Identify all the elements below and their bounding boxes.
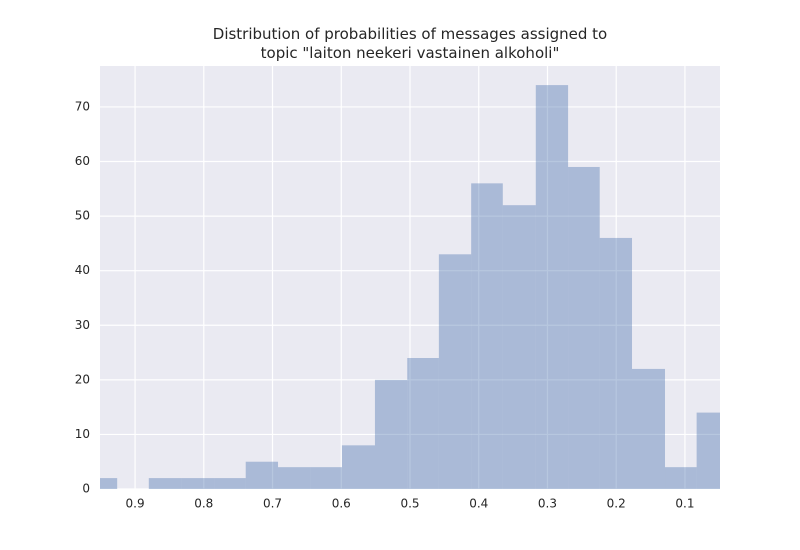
bars	[100, 85, 720, 489]
labels: Distribution of probabilities of message…	[75, 25, 695, 511]
bar	[696, 412, 720, 489]
bar	[310, 467, 342, 489]
bar	[568, 166, 600, 489]
bar	[278, 467, 311, 489]
bar	[665, 467, 697, 489]
x-tick-label: 0.7	[263, 497, 282, 511]
bar	[502, 205, 536, 489]
bar	[341, 445, 375, 489]
y-tick-label: 30	[75, 318, 90, 332]
bar	[245, 461, 279, 489]
bar	[100, 478, 118, 489]
x-tick-label: 0.8	[194, 497, 213, 511]
y-tick-label: 60	[75, 154, 90, 168]
x-tick-label: 0.1	[675, 497, 694, 511]
y-tick-label: 70	[75, 99, 90, 113]
y-tick-label: 20	[75, 372, 90, 386]
x-tick-label: 0.6	[332, 497, 351, 511]
y-tick-label: 10	[75, 427, 90, 441]
bar	[214, 478, 246, 489]
bar	[181, 478, 215, 489]
bar	[471, 183, 503, 489]
y-tick-label: 0	[82, 482, 90, 496]
bar	[632, 368, 666, 489]
bar	[374, 379, 408, 489]
bar	[535, 85, 569, 489]
x-tick-label: 0.2	[607, 497, 626, 511]
grid	[100, 66, 720, 490]
chart-title: Distribution of probabilities of message…	[213, 25, 607, 62]
bar	[438, 254, 472, 489]
y-tick-label: 50	[75, 209, 90, 223]
x-tick-label: 0.5	[400, 497, 419, 511]
x-tick-label: 0.4	[469, 497, 488, 511]
x-tick-label: 0.9	[126, 497, 145, 511]
bar	[407, 358, 439, 489]
bar	[599, 237, 633, 489]
x-tick-label: 0.3	[538, 497, 557, 511]
bar	[148, 478, 182, 489]
y-tick-label: 40	[75, 263, 90, 277]
